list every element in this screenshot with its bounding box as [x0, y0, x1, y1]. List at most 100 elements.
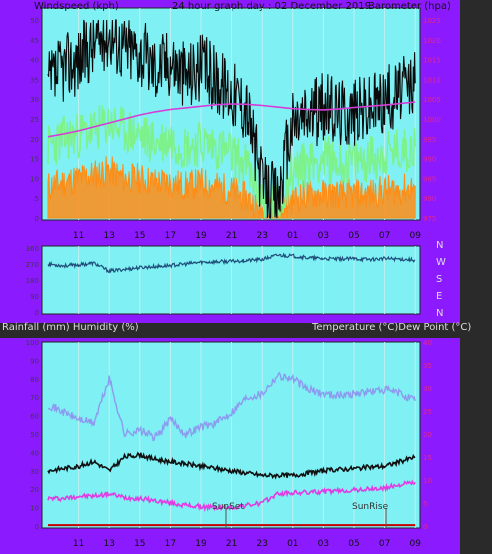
- humidity-tick-label: 20: [30, 486, 39, 494]
- windspeed-tick-label: 25: [30, 116, 39, 124]
- barometer-tick-label: 1020: [423, 37, 441, 45]
- barometer-tick-label: 1005: [423, 96, 441, 104]
- direction-label-s: S: [436, 274, 442, 285]
- hour-label: 15: [134, 231, 145, 241]
- windspeed-tick-label: 35: [30, 76, 39, 84]
- chart-title: 24 hour graph day : 02 December 2019: [172, 1, 371, 12]
- direction-tick-label: 0: [35, 309, 39, 317]
- hour-label: 11: [73, 539, 84, 549]
- direction-tick-label: 270: [26, 261, 39, 269]
- humidity-tick-label: 70: [30, 394, 39, 402]
- hour-label: 03: [318, 231, 329, 241]
- windspeed-tick-label: 0: [35, 215, 39, 223]
- humidity-tick-label: 0: [35, 523, 39, 531]
- sun-markers: SunSet SunRise: [212, 502, 389, 528]
- humidity-line: [47, 371, 416, 442]
- barometer-tick-label: 985: [423, 175, 436, 183]
- barometer-tick-label: 1010: [423, 76, 441, 84]
- temperature-tick-label: 25: [423, 408, 432, 416]
- temperature-tick-label: 5: [423, 500, 427, 508]
- hour-label: 05: [348, 539, 359, 549]
- humidity-tick-label: 30: [30, 468, 39, 476]
- wind-direction-series: [47, 252, 416, 274]
- windspeed-tick-label: 10: [30, 175, 39, 183]
- wind-baro-series: [47, 19, 416, 220]
- windspeed-tick-label: 20: [30, 136, 39, 144]
- hour-label: 09: [409, 539, 421, 549]
- humidity-tick-label: 50: [30, 431, 39, 439]
- barometer-tick-label: 1015: [423, 57, 441, 65]
- temp-hum-series: [47, 371, 416, 527]
- direction-tick-label: 360: [26, 245, 39, 253]
- temperature-tick-label: 20: [423, 431, 432, 439]
- hour-label: 19: [195, 231, 207, 241]
- wind-direction-ticks: 0 90 180 270 360: [26, 245, 39, 317]
- hour-label: 07: [379, 231, 390, 241]
- hour-label: 13: [103, 231, 114, 241]
- wind-gust-area: [47, 156, 416, 220]
- sunrise-label: SunRise: [352, 502, 389, 512]
- hour-label: 17: [165, 231, 176, 241]
- barometer-axis-title: Barometer (hpa): [368, 1, 451, 12]
- windspeed-tick-label: 15: [30, 156, 39, 164]
- hour-label: 17: [165, 539, 176, 549]
- direction-label-n-bottom: N: [436, 308, 443, 319]
- temperature-tick-label: 10: [423, 477, 432, 485]
- direction-tick-label: 180: [26, 277, 39, 285]
- humidity-tick-label: 100: [26, 339, 39, 347]
- barometer-tick-label: 975: [423, 215, 436, 223]
- hour-label: 21: [226, 539, 237, 549]
- temperature-tick-label: 30: [423, 385, 432, 393]
- hour-label: 19: [195, 539, 207, 549]
- direction-label-n-top: N: [436, 240, 443, 251]
- temperature-tick-label: 35: [423, 362, 432, 370]
- hour-label: 21: [226, 231, 237, 241]
- windspeed-tick-label: 50: [30, 17, 39, 25]
- temperature-tick-label: 40: [423, 339, 432, 347]
- temp-hum-grid: [78, 342, 416, 528]
- barometer-tick-label: 980: [423, 195, 436, 203]
- hour-label: 07: [379, 539, 390, 549]
- sunset-label: SunSet: [212, 502, 244, 512]
- hour-label: 11: [73, 231, 84, 241]
- windspeed-tick-label: 5: [35, 195, 39, 203]
- humidity-tick-label: 40: [30, 449, 39, 457]
- humidity-tick-label: 10: [30, 505, 39, 513]
- humidity-tick-label: 90: [30, 357, 39, 365]
- hour-label: 05: [348, 231, 359, 241]
- windspeed-line: [47, 19, 416, 219]
- hour-label: 03: [318, 539, 329, 549]
- temp-hum-ticks: 0 10 20 30 40 50 60 70 80 90 100 0 5 10 15 20 25 30 35 40: [26, 339, 432, 531]
- hour-label: 01: [287, 539, 298, 549]
- direction-label-w: W: [436, 257, 446, 268]
- wind-direction-grid: [78, 246, 416, 314]
- direction-label-e: E: [436, 291, 442, 302]
- temperature-tick-label: 15: [423, 454, 432, 462]
- dewpoint-line: [47, 479, 416, 513]
- temperature-line: [47, 451, 416, 480]
- temperature-dewpoint-axis-title: Temperature (°C)Dew Point (°C): [311, 322, 471, 333]
- hour-label: 13: [103, 539, 114, 549]
- temp-hum-plot-area: [41, 341, 421, 529]
- hour-label: 23: [256, 231, 267, 241]
- hour-label: 01: [287, 231, 298, 241]
- wind-average-line: [47, 104, 416, 219]
- barometer-tick-label: 1025: [423, 17, 441, 25]
- rainfall-humidity-axis-title: Rainfall (mm) Humidity (%): [2, 322, 139, 333]
- temperature-tick-label: 0: [423, 523, 427, 531]
- barometer-tick-label: 1000: [423, 116, 441, 124]
- windspeed-tick-label: 45: [30, 37, 39, 45]
- windspeed-axis-title: Windspeed (kph): [34, 1, 119, 12]
- wind-baro-ticks: 0510152025303540455097598098599099510001…: [30, 17, 441, 223]
- hour-label: 09: [409, 231, 421, 241]
- direction-tick-label: 90: [30, 293, 39, 301]
- humidity-tick-label: 60: [30, 413, 39, 421]
- barometer-tick-label: 995: [423, 136, 436, 144]
- windspeed-tick-label: 30: [30, 96, 39, 104]
- humidity-tick-label: 80: [30, 376, 39, 384]
- barometer-line: [47, 101, 416, 138]
- hour-label: 15: [134, 539, 145, 549]
- wind-direction-plot-area: [41, 245, 421, 315]
- hour-label: 23: [256, 539, 267, 549]
